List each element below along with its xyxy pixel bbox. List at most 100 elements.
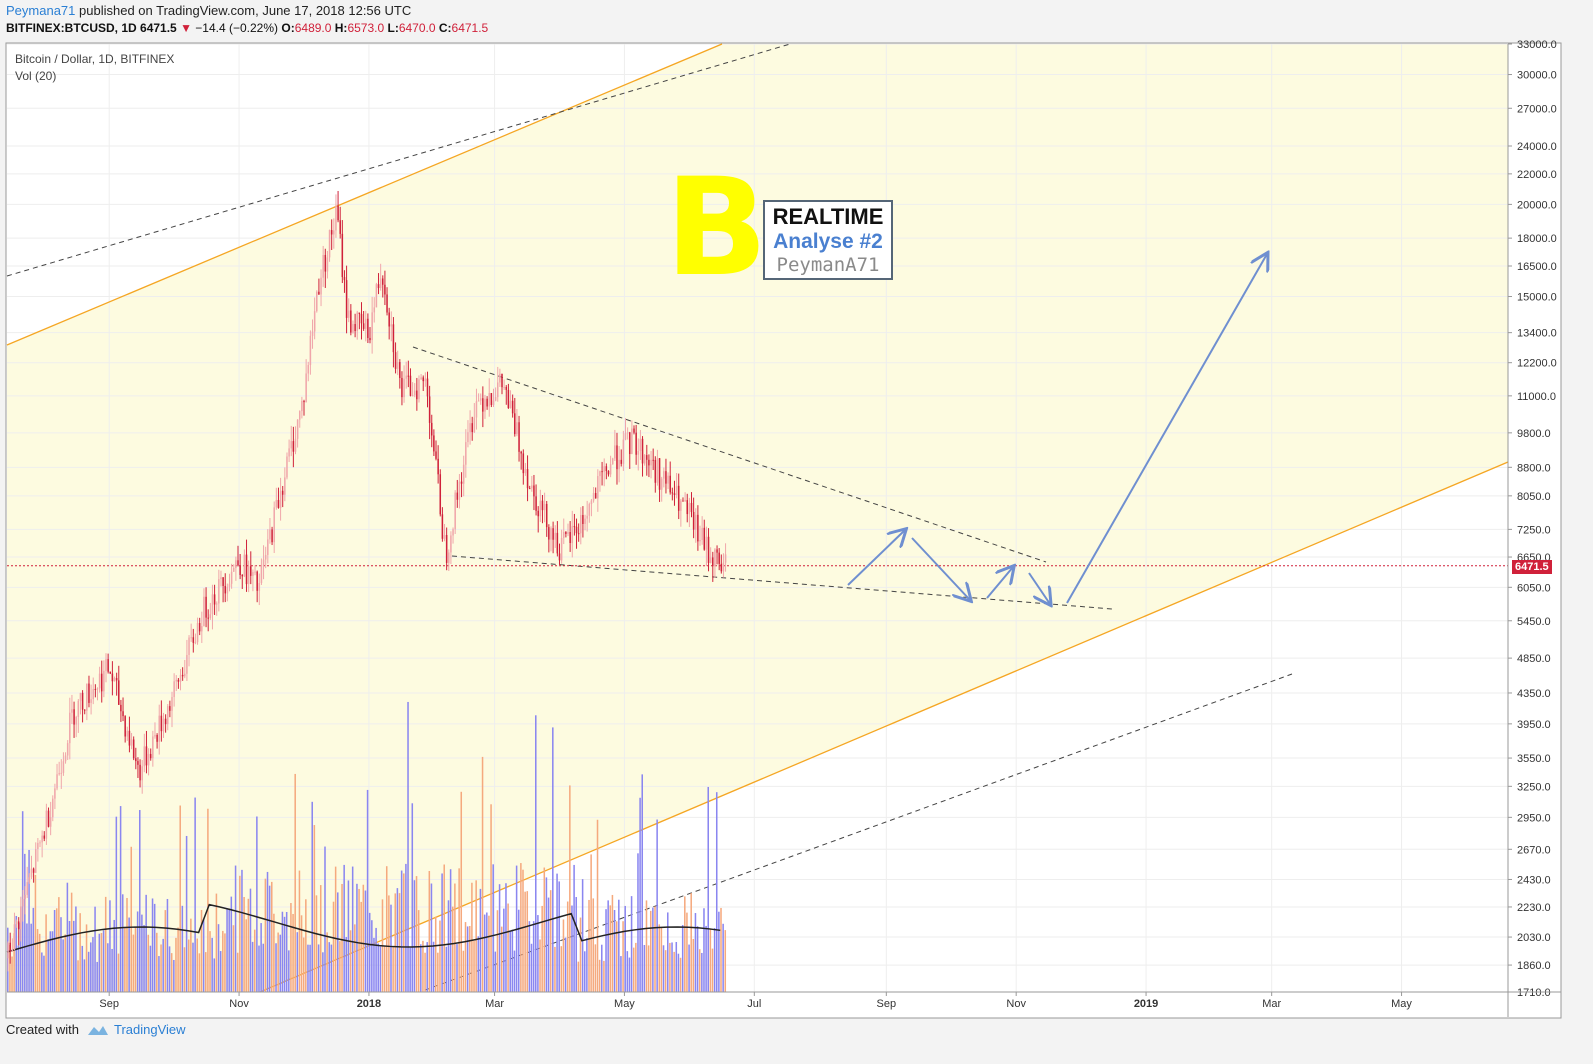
candle-body	[654, 459, 657, 483]
y-tick-label: 3250.0	[1517, 781, 1551, 793]
volume-bar	[477, 936, 480, 992]
candle-body	[520, 451, 522, 454]
volume-bar	[498, 884, 501, 992]
candle-body	[548, 527, 550, 540]
candle-body	[531, 485, 533, 489]
realtime-label: REALTIME	[772, 204, 884, 229]
candle-body	[226, 586, 229, 594]
candle-body	[479, 398, 482, 401]
candle-body	[375, 284, 378, 308]
candle-body	[88, 683, 90, 703]
candle-body	[13, 924, 16, 950]
candle-body	[177, 679, 180, 682]
volume-bar	[239, 875, 241, 992]
channel-upper-line	[6, 43, 723, 346]
candle-body	[17, 921, 20, 930]
volume-bar	[496, 910, 499, 992]
volume-bar	[73, 920, 75, 992]
analyse-label: Analyse #2	[773, 230, 883, 253]
author-link[interactable]: Peymana71	[6, 3, 76, 18]
realtime-annotation: REALTIME Analyse #2 PeymanA71	[763, 200, 893, 280]
y-tick-label: 5450.0	[1517, 616, 1551, 628]
y-tick-label: 2670.0	[1517, 844, 1551, 856]
candle-body	[694, 514, 697, 530]
volume-bar	[415, 876, 418, 992]
volume-bar	[469, 925, 471, 992]
volume-bar	[524, 891, 526, 992]
volume-bar	[696, 926, 699, 992]
candle-body	[358, 312, 361, 315]
candle-body	[543, 503, 546, 511]
volume-bar	[24, 853, 26, 992]
volume-bar	[556, 873, 558, 992]
volume-bar	[85, 924, 88, 992]
candle-body	[220, 577, 222, 580]
volume-bar	[100, 932, 103, 992]
candle-body	[260, 564, 263, 584]
volume-bar	[175, 937, 177, 992]
volume-bar	[377, 943, 379, 992]
candle-body	[184, 673, 186, 677]
candle-body	[75, 717, 77, 725]
volume-bar	[66, 882, 69, 992]
candle-body	[637, 451, 640, 455]
candle-body	[684, 500, 686, 502]
tradingview-link[interactable]: TradingView	[87, 1022, 186, 1037]
x-tick-label: Nov	[1006, 998, 1026, 1010]
current-price-tag: 6471.5	[1512, 560, 1552, 574]
volume-bar	[245, 919, 247, 992]
volume-bar	[94, 906, 96, 992]
volume-bar	[494, 951, 497, 992]
candle-body	[169, 706, 171, 711]
volume-bar	[36, 929, 39, 992]
candle-body	[456, 492, 459, 500]
volume-bar	[618, 899, 620, 992]
volume-bar	[701, 952, 703, 992]
volume-bar	[356, 883, 358, 992]
volume-bar	[405, 863, 407, 992]
volume-bar	[324, 846, 326, 992]
volume-bar	[305, 899, 307, 992]
volume-bar	[375, 927, 377, 992]
x-tick-label: Sep	[99, 998, 119, 1010]
price-chart[interactable]: 33000.0 30000.0 27000.0 24000.0 22000.0 20000…	[0, 0, 1568, 1047]
candle-body	[43, 835, 46, 839]
candle-body	[128, 730, 131, 746]
candle-body	[514, 413, 516, 435]
candle-body	[450, 535, 452, 553]
volume-bar	[334, 866, 337, 992]
volume-bar	[473, 940, 475, 992]
candle-body	[205, 596, 207, 618]
volume-bar	[317, 944, 320, 992]
volume-bar	[288, 950, 290, 992]
volume-bar	[607, 900, 609, 992]
candle-body	[320, 277, 322, 295]
volume-bar	[552, 727, 554, 992]
volume-bar	[215, 893, 218, 992]
volume-bar	[247, 898, 250, 992]
candle-body	[77, 700, 80, 718]
candle-body	[218, 579, 220, 604]
candle-body	[164, 718, 167, 725]
projection-arrow	[911, 537, 970, 600]
candle-body	[256, 571, 258, 591]
candle-body	[473, 417, 476, 433]
candle-body	[275, 499, 278, 508]
candle-body	[41, 835, 43, 843]
candle-body	[699, 539, 701, 542]
candle-body	[643, 455, 646, 464]
candle-body	[541, 500, 544, 511]
volume-bar	[181, 905, 184, 992]
volume-bar	[205, 952, 207, 992]
volume-bar	[275, 943, 277, 992]
candle-body	[516, 422, 518, 435]
volume-bar	[34, 874, 37, 992]
candle-body	[622, 439, 625, 464]
candle-body	[458, 481, 461, 500]
candle-body	[60, 772, 63, 774]
volume-bar	[460, 791, 463, 992]
candle-body	[124, 716, 126, 737]
candle-body	[20, 906, 22, 930]
volume-bar	[417, 910, 420, 992]
candle-body	[66, 743, 69, 756]
